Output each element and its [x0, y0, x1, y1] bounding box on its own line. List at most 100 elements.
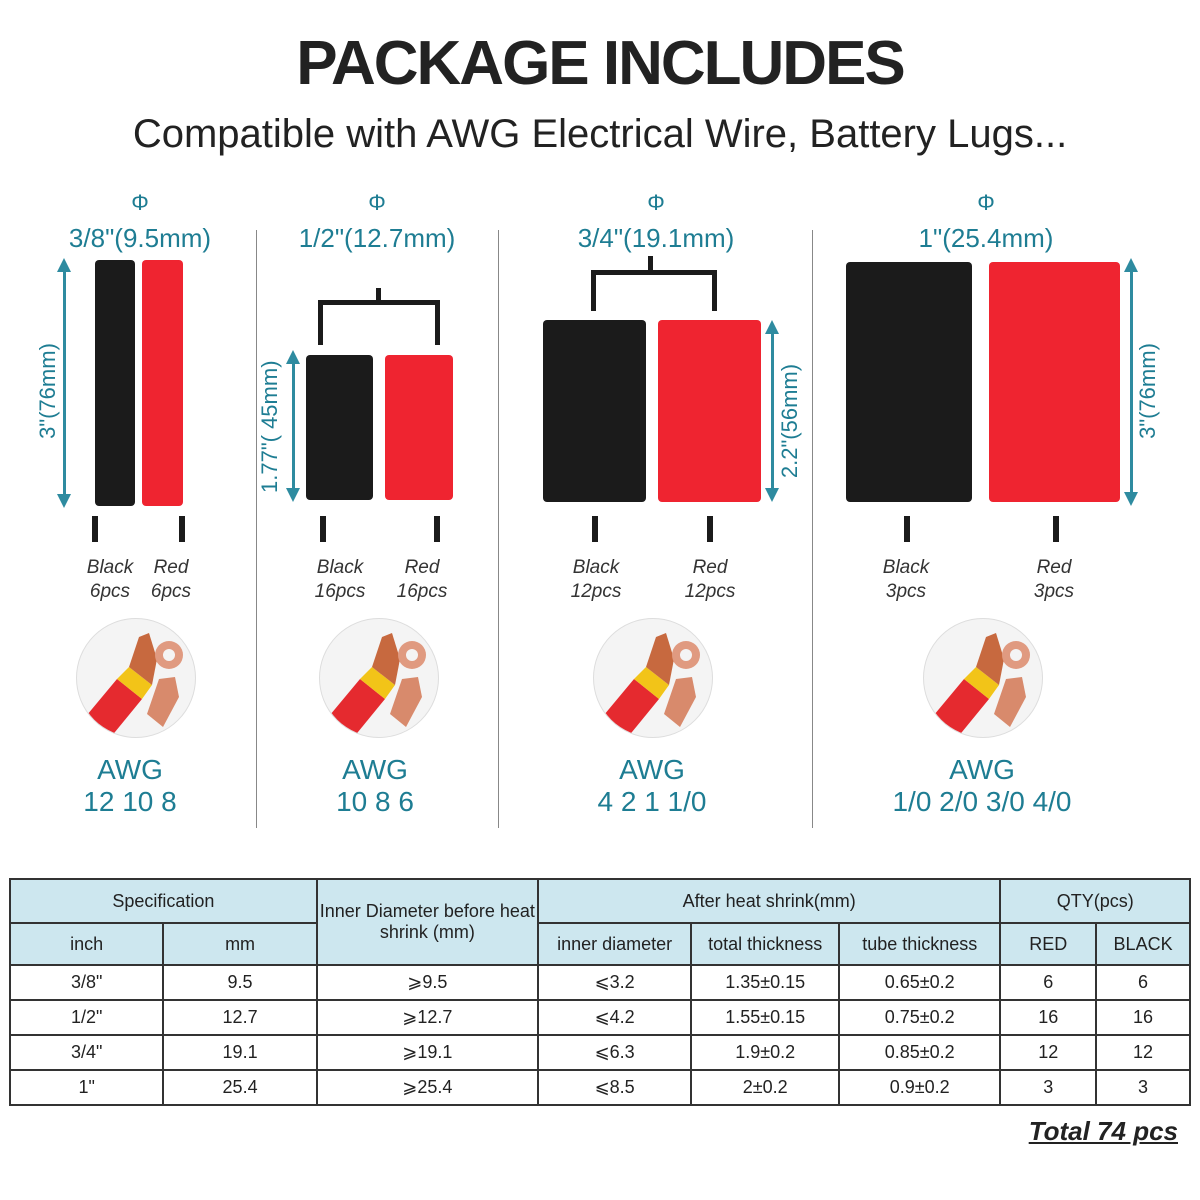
cell-black: 3	[1095, 1069, 1191, 1106]
phi-symbol: Φ	[368, 190, 386, 215]
wire-lug-image	[76, 618, 196, 738]
header-inch: inch	[8, 922, 165, 966]
diameter-label: 3/4"(19.1mm)	[577, 223, 735, 253]
red-qty: Red 12pcs	[670, 556, 750, 604]
black-count: 3pcs	[885, 581, 927, 602]
diameter-label: 1/2"(12.7mm)	[298, 223, 456, 253]
cell-tube-thickness: 0.85±0.2	[837, 1034, 1002, 1071]
length-arrow	[1124, 258, 1138, 506]
header-tube-thickness: tube thickness	[837, 922, 1002, 966]
tick-mark	[320, 516, 326, 542]
red-tube	[385, 355, 453, 500]
cell-inner-before: ⩾9.5	[315, 964, 539, 1001]
black-tube	[543, 320, 646, 502]
awg-label: AWG	[342, 754, 408, 785]
tick-mark	[707, 516, 713, 542]
cell-tube-thickness: 0.75±0.2	[837, 999, 1002, 1036]
total-count: Total 74 pcs	[1028, 1116, 1178, 1146]
awg-values: 1/0 2/0 3/0 4/0	[892, 786, 1072, 817]
table-row: 3/8" 9.5 ⩾9.5 ⩽3.2 1.35±0.15 0.65±0.2 6 …	[8, 964, 1191, 1001]
awg-values: 10 8 6	[336, 786, 414, 817]
cell-inner-after: ⩽8.5	[536, 1069, 693, 1106]
cell-inch: 1"	[8, 1069, 165, 1106]
awg-label: AWG	[619, 754, 685, 785]
bracket	[591, 270, 717, 311]
bracket	[318, 300, 440, 345]
cell-total-thickness: 2±0.2	[690, 1069, 840, 1106]
table-row: 3/4" 19.1 ⩾19.1 ⩽6.3 1.9±0.2 0.85±0.2 12…	[8, 1034, 1191, 1071]
cell-red: 3	[999, 1069, 1098, 1106]
black-label: Black	[86, 557, 134, 578]
black-count: 12pcs	[570, 581, 622, 602]
red-count: 3pcs	[1033, 581, 1075, 602]
red-tube	[658, 320, 761, 502]
black-tube	[306, 355, 373, 500]
cell-inner-before: ⩾25.4	[315, 1069, 539, 1106]
cell-mm: 9.5	[162, 964, 318, 1001]
black-tube	[95, 260, 135, 506]
phi-symbol: Φ	[647, 190, 665, 215]
diameter-label: 1"(25.4mm)	[918, 223, 1054, 253]
tick-mark	[92, 516, 98, 542]
tick-mark	[592, 516, 598, 542]
cell-black: 6	[1095, 964, 1191, 1001]
awg-values: 4 2 1 1/0	[597, 786, 707, 817]
red-label: Red	[692, 557, 728, 578]
cell-total-thickness: 1.35±0.15	[690, 964, 840, 1001]
header-total-thickness: total thickness	[690, 922, 840, 966]
black-qty: Black 6pcs	[70, 556, 150, 604]
cell-total-thickness: 1.55±0.15	[690, 999, 840, 1036]
column-divider	[812, 230, 813, 828]
length-arrow	[57, 258, 71, 508]
length-arrow	[765, 320, 779, 502]
cell-inner-after: ⩽4.2	[536, 999, 693, 1036]
header-inner-diameter: Inner Diameter before heat shrink (mm)	[315, 878, 539, 966]
black-label: Black	[316, 557, 364, 578]
cell-inch: 3/4"	[8, 1034, 165, 1071]
cell-inner-before: ⩾19.1	[315, 1034, 539, 1071]
cell-black: 12	[1095, 1034, 1191, 1071]
bracket-stem	[648, 256, 653, 272]
red-count: 16pcs	[396, 581, 448, 602]
cell-total-thickness: 1.9±0.2	[690, 1034, 840, 1071]
header-black: BLACK	[1095, 922, 1191, 966]
tick-mark	[434, 516, 440, 542]
awg-label: AWG	[949, 754, 1015, 785]
wire-lug-image	[923, 618, 1043, 738]
cell-mm: 19.1	[162, 1034, 318, 1071]
cell-black: 16	[1095, 999, 1191, 1036]
red-count: 6pcs	[150, 581, 192, 602]
length-label: 3"(76mm)	[1135, 343, 1160, 439]
red-tube	[989, 262, 1120, 502]
table-row: 1" 25.4 ⩾25.4 ⩽8.5 2±0.2 0.9±0.2 3 3	[8, 1069, 1191, 1106]
awg-label: AWG	[97, 754, 163, 785]
cell-mm: 25.4	[162, 1069, 318, 1106]
header-qty: QTY(pcs)	[999, 878, 1191, 924]
spec-table: Specification Inner Diameter before heat…	[8, 878, 1191, 1106]
tick-mark	[904, 516, 910, 542]
cell-inner-after: ⩽6.3	[536, 1034, 693, 1071]
black-qty: Black 16pcs	[300, 556, 380, 604]
black-tube	[846, 262, 972, 502]
red-qty: Red 6pcs	[131, 556, 211, 604]
diameter-label: 3/8"(9.5mm)	[68, 223, 212, 253]
page-subtitle: Compatible with AWG Electrical Wire, Bat…	[132, 112, 1068, 156]
wire-lug-image	[319, 618, 439, 738]
column-divider	[498, 230, 499, 828]
bracket-stem	[376, 288, 381, 302]
header-after-shrink: After heat shrink(mm)	[536, 878, 1002, 924]
red-qty: Red 3pcs	[1014, 556, 1094, 604]
black-label: Black	[572, 557, 620, 578]
black-count: 16pcs	[314, 581, 366, 602]
black-qty: Black 12pcs	[556, 556, 636, 604]
black-qty: Black 3pcs	[866, 556, 946, 604]
tick-mark	[1053, 516, 1059, 542]
cell-inner-before: ⩾12.7	[315, 999, 539, 1036]
cell-red: 12	[999, 1034, 1098, 1071]
length-label: 3"(76mm)	[35, 343, 60, 439]
header-inner-after: inner diameter	[536, 922, 693, 966]
column-divider	[256, 230, 257, 828]
wire-lug-image	[593, 618, 713, 738]
red-label: Red	[153, 557, 189, 578]
cell-red: 6	[999, 964, 1098, 1001]
